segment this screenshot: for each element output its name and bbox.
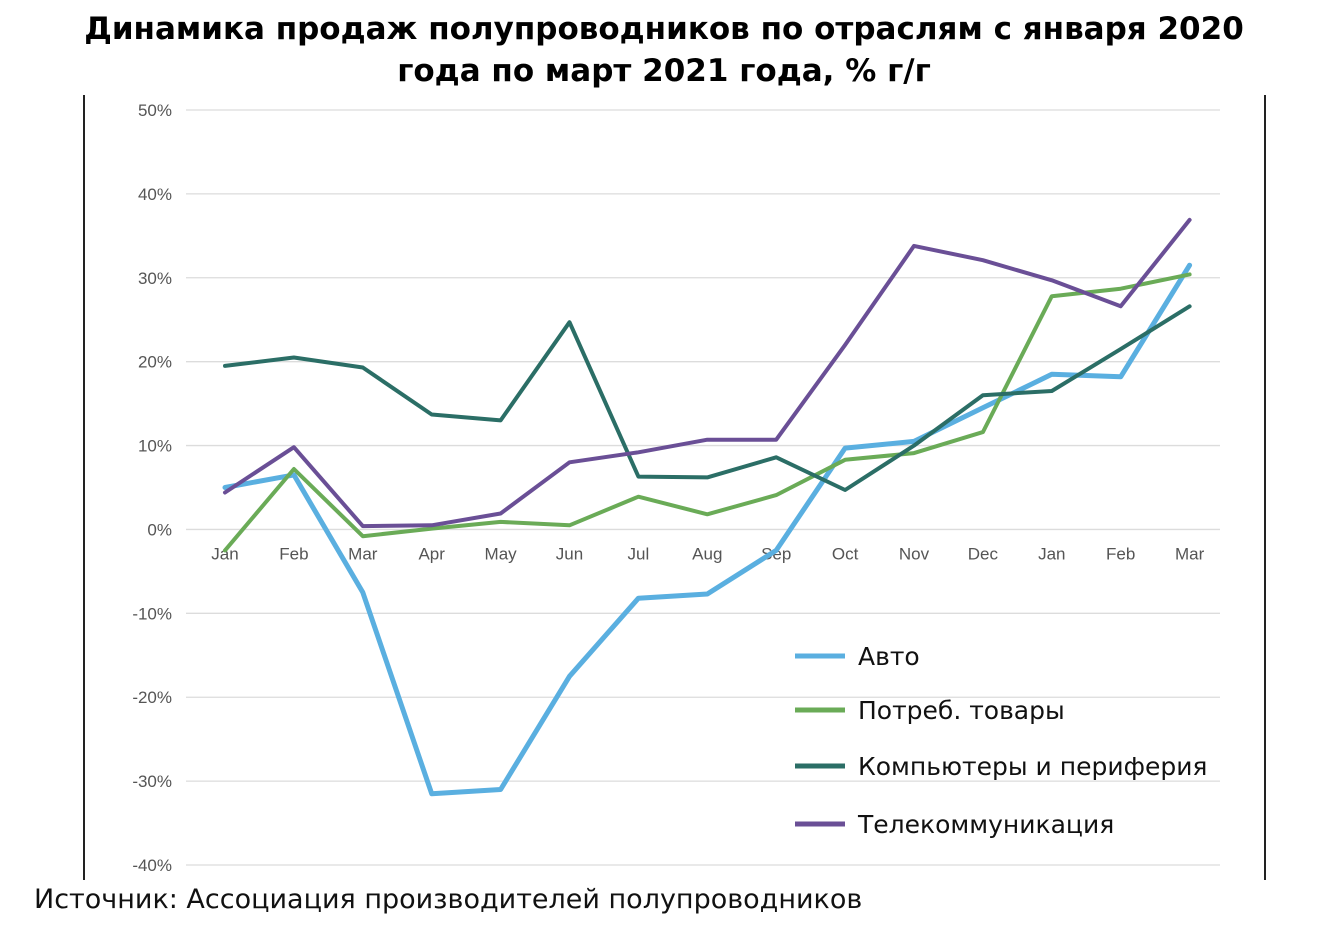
chart-title-line-2: года по март 2021 года, % г/г (397, 53, 931, 89)
x-tick-label: Sep (761, 544, 791, 563)
x-tick-label: Feb (1106, 544, 1135, 563)
y-tick-label: 0% (147, 520, 172, 539)
y-tick-label: 20% (138, 353, 172, 372)
x-tick-label: Jan (1038, 544, 1065, 563)
chart-title-line-1: Динамика продаж полупроводников по отрас… (84, 11, 1244, 47)
legend-label: Потреб. товары (858, 696, 1065, 725)
x-tick-label: Jan (211, 544, 238, 563)
x-tick-label: Nov (899, 544, 930, 563)
y-tick-label: 10% (138, 437, 172, 456)
y-tick-label: -40% (132, 856, 172, 875)
y-tick-label: -30% (132, 772, 172, 791)
x-tick-label: Jul (628, 544, 650, 563)
x-tick-label: Oct (832, 544, 859, 563)
x-tick-label: Aug (692, 544, 722, 563)
legend-label: Авто (858, 642, 920, 671)
series-line-4 (223, 217, 1192, 529)
x-tick-label: Mar (348, 544, 378, 563)
y-tick-label: -20% (132, 688, 172, 707)
series-line-2 (223, 272, 1192, 553)
series-lines (222, 217, 1193, 797)
y-tick-label: -10% (132, 604, 172, 623)
legend-label: Компьютеры и периферия (858, 752, 1207, 781)
source-note: Источник: Ассоциация производителей полу… (34, 884, 863, 915)
legend-label: Телекоммуникация (857, 810, 1114, 839)
x-tick-label: May (485, 544, 518, 563)
gridlines (186, 109, 1220, 866)
x-tick-label: Jun (556, 544, 583, 563)
x-tick-label: Dec (968, 544, 999, 563)
y-tick-label: 40% (138, 185, 172, 204)
chart-title: Динамика продаж полупроводников по отрас… (0, 8, 1328, 92)
x-tick-label: Mar (1175, 544, 1205, 563)
y-tick-label: 30% (138, 269, 172, 288)
y-tick-label: 50% (138, 101, 172, 120)
series-line-1 (222, 262, 1193, 797)
x-tick-label: Apr (418, 544, 445, 563)
legend: Авто Потреб. товары Компьютеры и периферия… (795, 642, 1207, 839)
x-axis-ticks: Jan Feb Mar Apr May Jun Jul Aug Sep Oct Nov Dec Jan F… (211, 544, 1204, 563)
y-axis-ticks: 50% 40% 30% 20% 10% 0% -10% -20% -30% -40% (132, 101, 172, 875)
x-tick-label: Feb (279, 544, 308, 563)
series-line-3 (223, 304, 1192, 492)
